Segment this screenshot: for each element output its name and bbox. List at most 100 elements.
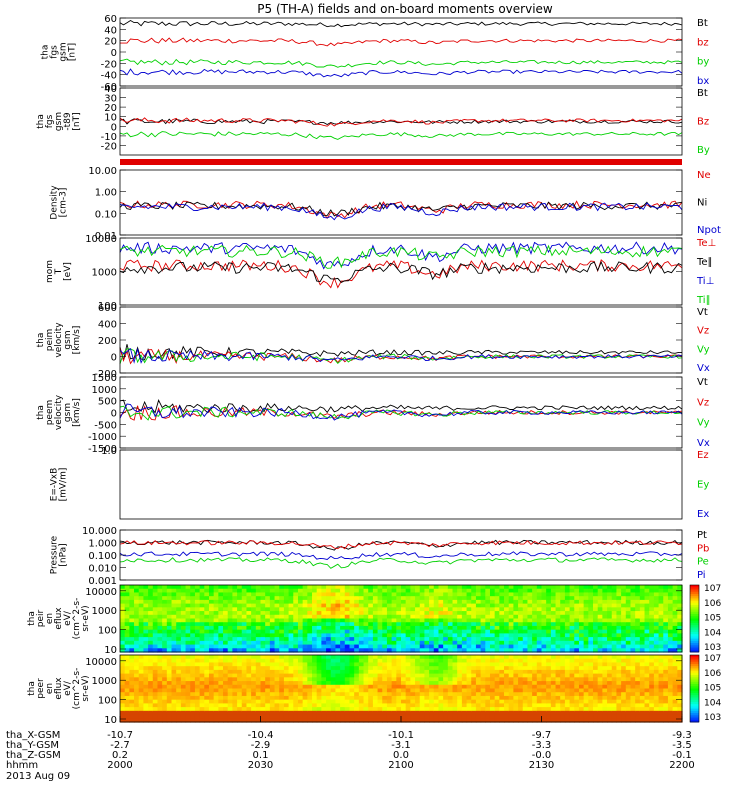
y-tick-label: 0.001 — [88, 576, 117, 587]
spectrogram-cell — [489, 640, 496, 646]
spectrogram-cell — [569, 684, 575, 690]
spectrogram-cell — [457, 669, 463, 675]
spectrogram-cell — [176, 614, 182, 620]
spectrogram-cell — [574, 614, 580, 620]
spectrogram-cell — [227, 695, 233, 701]
spectrogram-cell — [223, 625, 229, 631]
spectrogram-cell — [522, 596, 529, 601]
spectrogram-cell — [180, 592, 187, 597]
colorbar-step — [690, 598, 699, 602]
spectrogram-cell — [302, 648, 308, 653]
spectrogram-cell — [433, 666, 440, 671]
spectrogram-cell — [405, 703, 411, 708]
spectrogram-cell — [190, 607, 196, 612]
spectrogram-cell — [550, 710, 557, 716]
spectrogram-cell — [635, 718, 641, 723]
spectrogram-cell — [597, 681, 603, 686]
spectrogram-cell — [134, 592, 140, 597]
spectrogram-cell — [363, 611, 369, 616]
spectrogram-cell — [213, 633, 219, 638]
spectrogram-cell — [405, 681, 411, 686]
spectrogram-cell — [443, 614, 449, 620]
spectrogram-cell — [241, 658, 248, 664]
spectrogram-cell — [152, 669, 159, 675]
spectrogram-cell — [593, 692, 599, 697]
spectrogram-cell — [386, 603, 393, 608]
spectrogram-cell — [639, 622, 646, 627]
spectrogram-cell — [438, 673, 444, 678]
spectrogram-cell — [199, 592, 205, 597]
spectrogram-cell — [396, 707, 402, 712]
y-tick-label: 0.010 — [88, 564, 117, 575]
spectrogram-cell — [475, 655, 482, 660]
spectrogram-cell — [536, 666, 543, 671]
spectrogram-cell — [354, 710, 360, 716]
spectrogram-cell — [653, 688, 660, 693]
spectrogram-cell — [358, 681, 365, 686]
spectrogram-cell — [602, 662, 608, 667]
spectrogram-cell — [134, 707, 140, 712]
spectrogram-cell — [194, 644, 201, 649]
spectrogram-cell — [499, 703, 505, 708]
spectrogram-cell — [630, 666, 636, 671]
spectrogram-cell — [330, 658, 337, 664]
spectrogram-cell — [489, 599, 496, 605]
spectrogram-cell — [340, 614, 346, 620]
spectrogram-cell — [438, 669, 444, 675]
spectrogram-cell — [157, 666, 163, 671]
spectrogram-cell — [283, 669, 290, 675]
spectrogram-cell — [611, 662, 618, 667]
spectrogram-cell — [653, 625, 660, 631]
spectrogram-cell — [185, 603, 191, 608]
spectrogram-cell — [194, 622, 201, 627]
spectrogram-cell — [607, 662, 613, 667]
spectrogram-cell — [550, 669, 557, 675]
spectrogram-cell — [208, 673, 215, 678]
spectrogram-cell — [321, 673, 327, 678]
spectrogram-cell — [583, 596, 589, 601]
spectrogram-cell — [607, 669, 613, 675]
spectrogram-cell — [518, 622, 524, 627]
spectrogram-cell — [185, 673, 191, 678]
footer-ephemeris: tha_X-GSMtha_Y-GSMtha_Z-GSMhhmm-10.7-2.7… — [6, 730, 695, 782]
spectrogram-cell — [382, 625, 388, 631]
spectrogram-cell — [438, 677, 444, 682]
spectrogram-cell — [508, 718, 514, 723]
spectrogram-cell — [321, 607, 327, 612]
spectrogram-cell — [129, 607, 135, 612]
spectrogram-cell — [241, 710, 248, 716]
spectrogram-cell — [274, 718, 280, 723]
spectrogram-cell — [162, 673, 168, 678]
spectrogram-cell — [377, 666, 383, 671]
spectrogram-cell — [438, 611, 444, 616]
colorbar-step — [690, 690, 699, 694]
spectrogram-cell — [546, 695, 552, 701]
spectrogram-cell — [316, 710, 322, 716]
spectrogram-cell — [419, 596, 426, 601]
footer-value-y: -2.7 — [110, 740, 130, 751]
spectrogram-cell — [180, 688, 187, 693]
spectrogram-cell — [401, 666, 407, 671]
spectrogram-cell — [232, 658, 238, 664]
spectrogram-cell — [504, 618, 510, 623]
spectrogram-cell — [363, 637, 369, 642]
spectrogram-cell — [124, 703, 130, 708]
spectrogram-cell — [513, 611, 519, 616]
colorbar-step — [690, 585, 699, 588]
series-line-bx — [119, 68, 683, 78]
spectrogram-cell — [316, 599, 322, 605]
spectrogram-cell — [593, 681, 599, 686]
spectrogram-cell — [433, 618, 440, 623]
spectrogram-cell — [555, 599, 561, 605]
spectrogram-cell — [194, 681, 201, 686]
spectrogram-cell — [391, 655, 397, 660]
spectrogram-cell — [401, 629, 407, 634]
spectrogram-cell — [522, 692, 529, 697]
spectrogram-cell — [405, 611, 411, 616]
spectrogram-cell — [129, 692, 135, 697]
spectrogram-cell — [344, 655, 351, 660]
spectrogram-cell — [377, 688, 383, 693]
spectrogram-cell — [616, 666, 622, 671]
spectrogram-cell — [204, 637, 210, 642]
spectrogram-cell — [307, 611, 313, 616]
